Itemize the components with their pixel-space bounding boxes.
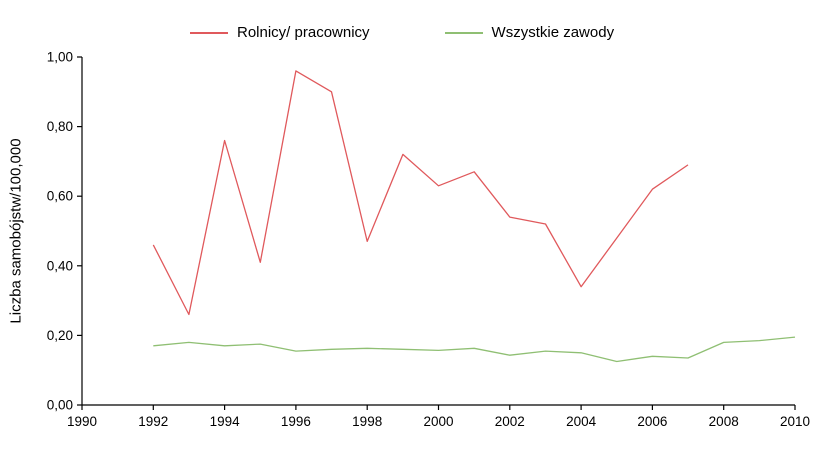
- y-tick-label: 0,80: [47, 119, 73, 134]
- x-tick-label: 1990: [67, 414, 97, 429]
- legend-swatch-0: [190, 31, 228, 34]
- x-tick-label: 2010: [780, 414, 810, 429]
- legend-swatch-1: [444, 31, 483, 34]
- legend-item-rolnicy: Rolnicy/ pracownicy: [190, 24, 370, 41]
- legend-label-wszystkie: Wszystkie zawody: [491, 24, 615, 41]
- y-tick-label: 1,00: [47, 50, 73, 65]
- x-tick-label: 2006: [637, 414, 667, 429]
- x-tick-label: 2004: [566, 414, 597, 429]
- x-tick-label: 1998: [352, 414, 382, 429]
- x-tick-label: 1994: [210, 414, 241, 429]
- series-line-0: [152, 70, 689, 316]
- x-tick-label: 1996: [281, 414, 311, 429]
- legend-label-rolnicy: Rolnicy/ pracownicy: [237, 24, 370, 41]
- x-tick-label: 2000: [423, 414, 453, 429]
- y-tick-label: 0,00: [47, 398, 73, 413]
- legend-item-wszystkie: Wszystkie zawody: [444, 24, 615, 41]
- y-tick-label: 0,40: [47, 258, 73, 273]
- chart-legend: Rolnicy/ pracownicy Wszystkie zawody: [190, 24, 614, 41]
- series-line-1: [153, 336, 796, 363]
- x-tick-label: 1992: [138, 414, 168, 429]
- y-tick-label: 0,20: [47, 328, 73, 343]
- x-tick-label: 2008: [709, 414, 739, 429]
- x-tick-label: 2002: [495, 414, 525, 429]
- y-tick-label: 0,60: [47, 189, 73, 204]
